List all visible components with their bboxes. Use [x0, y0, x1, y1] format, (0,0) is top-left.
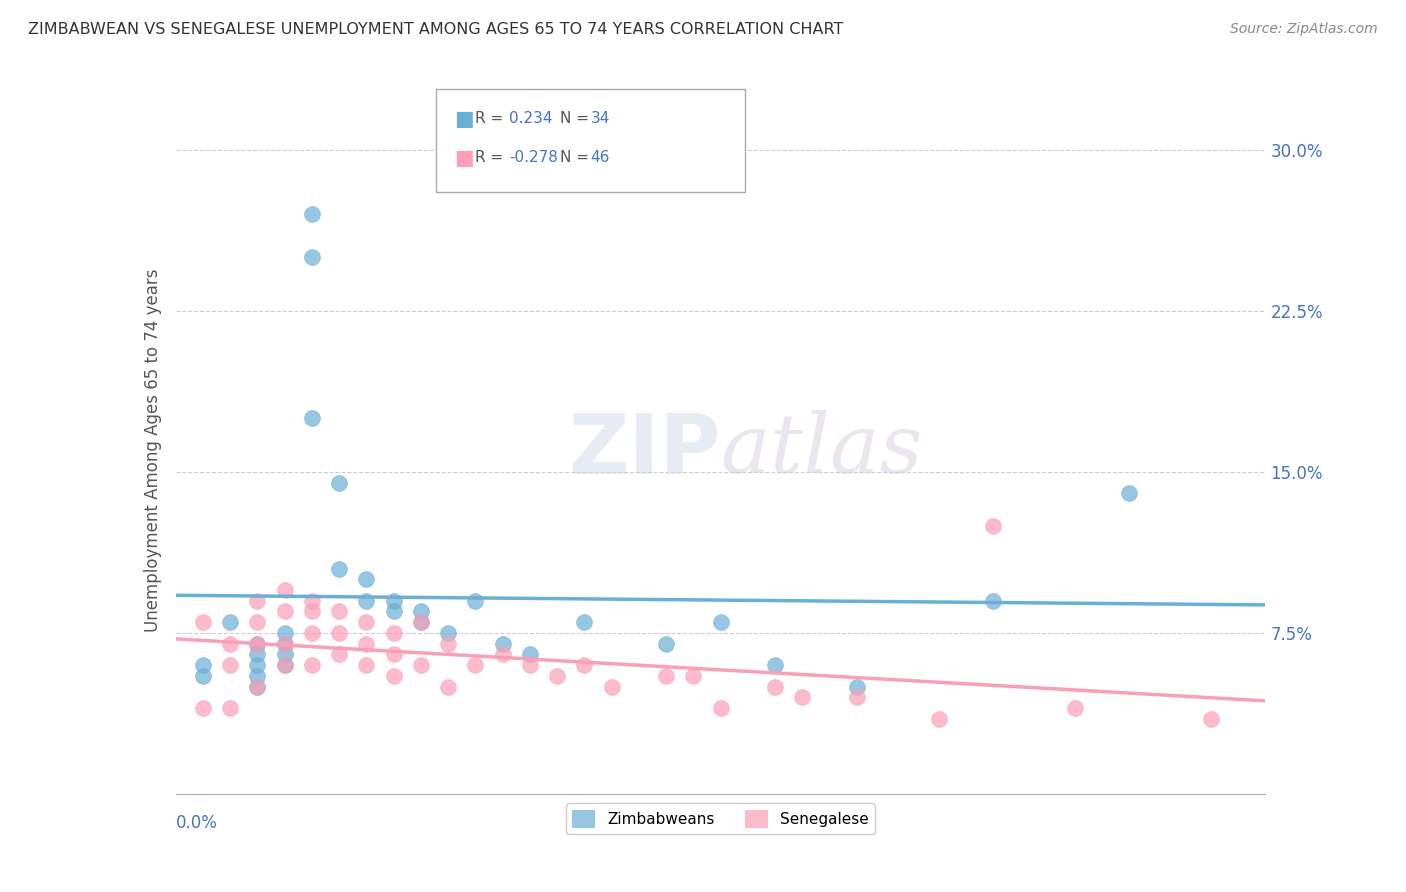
Point: [219, 615, 242, 630]
Point: [301, 207, 323, 221]
Point: [546, 669, 568, 683]
Point: [219, 637, 242, 651]
Point: [301, 658, 323, 673]
Text: 0.234: 0.234: [509, 112, 553, 126]
Point: [191, 615, 214, 630]
Point: [301, 593, 323, 607]
Text: Source: ZipAtlas.com: Source: ZipAtlas.com: [1230, 22, 1378, 37]
Point: [382, 648, 405, 662]
Point: [328, 561, 350, 575]
Point: [409, 615, 432, 630]
Point: [845, 690, 868, 705]
Point: [246, 669, 269, 683]
Point: [981, 593, 1004, 607]
Point: [301, 411, 323, 425]
Point: [328, 626, 350, 640]
Text: 46: 46: [591, 151, 610, 165]
Point: [382, 593, 405, 607]
Point: [763, 658, 786, 673]
Point: [191, 658, 214, 673]
Point: [409, 615, 432, 630]
Point: [356, 658, 378, 673]
Point: [274, 604, 297, 618]
Text: R =: R =: [475, 112, 509, 126]
Point: [792, 690, 814, 705]
Point: [437, 637, 460, 651]
Point: [1063, 701, 1085, 715]
Point: [219, 658, 242, 673]
Point: [328, 475, 350, 490]
Point: [409, 604, 432, 618]
Point: [981, 518, 1004, 533]
Text: ■: ■: [454, 148, 474, 168]
Point: [328, 604, 350, 618]
Point: [492, 637, 515, 651]
Point: [382, 604, 405, 618]
Point: [655, 669, 678, 683]
Point: [328, 648, 350, 662]
Point: [710, 701, 733, 715]
Point: [356, 615, 378, 630]
Text: R =: R =: [475, 151, 509, 165]
Y-axis label: Unemployment Among Ages 65 to 74 years: Unemployment Among Ages 65 to 74 years: [143, 268, 162, 632]
Point: [301, 250, 323, 264]
Point: [356, 637, 378, 651]
Point: [574, 658, 596, 673]
Point: [519, 658, 541, 673]
Point: [219, 701, 242, 715]
Point: [246, 637, 269, 651]
Point: [409, 658, 432, 673]
Point: [274, 658, 297, 673]
Point: [274, 658, 297, 673]
Point: [464, 658, 486, 673]
Point: [845, 680, 868, 694]
Point: [928, 712, 950, 726]
Text: 34: 34: [591, 112, 610, 126]
Point: [464, 593, 486, 607]
Point: [301, 626, 323, 640]
Legend: Zimbabweans, Senegalese: Zimbabweans, Senegalese: [567, 804, 875, 834]
Point: [191, 669, 214, 683]
Point: [246, 637, 269, 651]
Point: [519, 648, 541, 662]
Text: 0.0%: 0.0%: [176, 814, 218, 832]
Point: [274, 648, 297, 662]
Point: [191, 701, 214, 715]
Point: [246, 615, 269, 630]
Point: [246, 593, 269, 607]
Point: [246, 648, 269, 662]
Text: N =: N =: [560, 112, 593, 126]
Point: [437, 680, 460, 694]
Text: N =: N =: [560, 151, 593, 165]
Text: -0.278: -0.278: [509, 151, 558, 165]
Point: [1118, 486, 1140, 500]
Point: [301, 604, 323, 618]
Point: [382, 669, 405, 683]
Point: [246, 680, 269, 694]
Point: [492, 648, 515, 662]
Point: [655, 637, 678, 651]
Text: ZIP: ZIP: [568, 410, 721, 491]
Point: [710, 615, 733, 630]
Point: [763, 680, 786, 694]
Point: [382, 626, 405, 640]
Text: ZIMBABWEAN VS SENEGALESE UNEMPLOYMENT AMONG AGES 65 TO 74 YEARS CORRELATION CHAR: ZIMBABWEAN VS SENEGALESE UNEMPLOYMENT AM…: [28, 22, 844, 37]
Point: [274, 637, 297, 651]
Point: [1199, 712, 1222, 726]
Point: [246, 680, 269, 694]
Point: [274, 637, 297, 651]
Point: [574, 615, 596, 630]
Point: [246, 658, 269, 673]
Text: ■: ■: [454, 109, 474, 128]
Point: [274, 582, 297, 597]
Point: [600, 680, 623, 694]
Point: [356, 572, 378, 586]
Point: [437, 626, 460, 640]
Point: [356, 593, 378, 607]
Text: atlas: atlas: [721, 410, 922, 491]
Point: [682, 669, 704, 683]
Point: [274, 626, 297, 640]
